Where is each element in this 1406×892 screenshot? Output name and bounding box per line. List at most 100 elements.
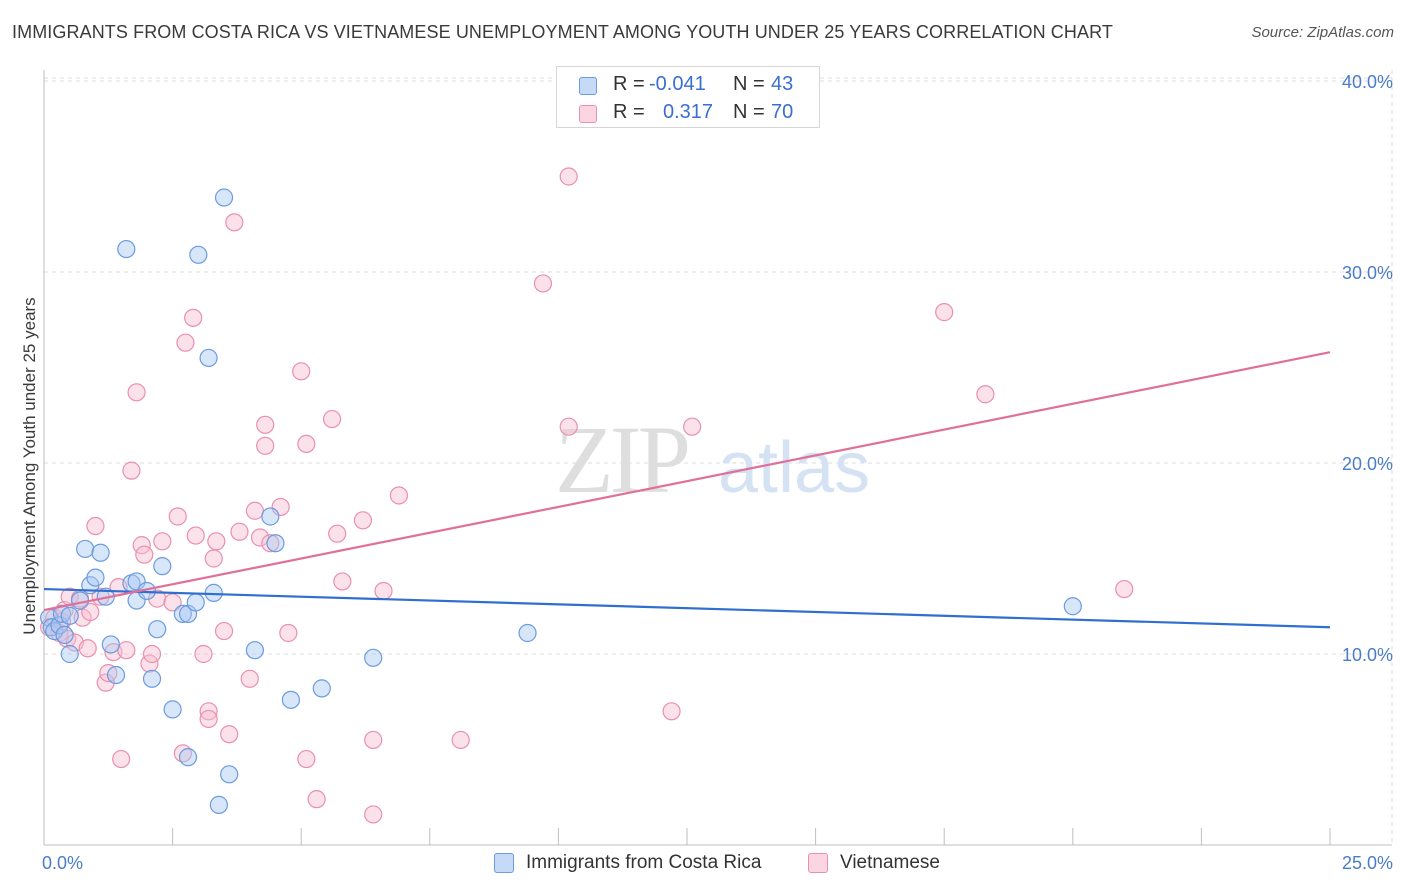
data-point xyxy=(292,362,311,381)
series-vietnamese-points xyxy=(40,167,1134,824)
data-point xyxy=(559,167,578,186)
legend-n-value: 70 xyxy=(771,101,794,123)
data-point xyxy=(60,606,79,625)
data-point xyxy=(173,604,192,623)
data-point xyxy=(266,534,285,553)
data-point xyxy=(245,501,265,520)
legend-swatch-pink xyxy=(579,105,597,123)
legend-r-label: R = xyxy=(613,73,645,95)
data-point xyxy=(55,625,74,645)
data-point xyxy=(364,648,383,667)
data-point xyxy=(1115,579,1134,599)
bottom-legend-label: Vietnamese xyxy=(840,852,940,873)
data-point xyxy=(148,620,167,639)
y-tick-label: 30.0% xyxy=(1342,263,1393,283)
data-point xyxy=(297,749,316,769)
data-point xyxy=(81,602,100,622)
legend-n-label: N = xyxy=(733,101,765,123)
legend-r-value: -0.041 xyxy=(649,73,706,95)
data-point xyxy=(312,679,331,698)
data-point xyxy=(101,635,120,654)
data-point xyxy=(307,790,326,809)
data-point xyxy=(45,621,64,641)
series-costa-rica-points xyxy=(40,188,1082,814)
watermark-atlas: atlas xyxy=(718,428,870,508)
legend-r-value: 0.317 xyxy=(663,101,714,123)
data-point xyxy=(256,415,275,434)
data-point xyxy=(935,303,954,322)
data-point xyxy=(333,572,352,591)
x-tick-label: 25.0% xyxy=(1342,853,1393,873)
data-point xyxy=(374,581,393,601)
data-point xyxy=(153,532,172,551)
data-point xyxy=(328,524,347,543)
data-point xyxy=(279,623,298,643)
data-point xyxy=(117,641,136,660)
data-point xyxy=(176,333,195,352)
data-point xyxy=(199,702,218,721)
trend-line-vietnamese xyxy=(43,351,1331,612)
data-point xyxy=(261,534,280,553)
data-point xyxy=(163,700,182,719)
data-point xyxy=(662,702,681,721)
data-point xyxy=(209,795,228,814)
y-tick-label: 10.0% xyxy=(1342,645,1393,665)
data-point xyxy=(1063,597,1082,616)
data-point xyxy=(533,274,553,293)
data-point xyxy=(91,543,110,562)
data-point xyxy=(86,568,105,587)
data-point xyxy=(106,665,126,685)
data-point xyxy=(281,690,301,709)
data-point xyxy=(322,409,342,429)
data-point xyxy=(353,511,373,530)
source-credit: Source: ZipAtlas.com xyxy=(1251,24,1394,41)
data-point xyxy=(389,486,409,505)
data-point xyxy=(178,748,198,767)
data-point xyxy=(168,507,187,526)
watermark-zip: ZIP xyxy=(555,406,688,513)
data-point xyxy=(142,669,162,688)
data-point xyxy=(364,730,383,750)
trend-line-costa-rica xyxy=(43,587,1331,629)
data-point xyxy=(559,417,578,436)
data-point xyxy=(245,641,265,660)
bottom-legend-swatch-pink xyxy=(808,853,828,873)
data-point xyxy=(518,623,537,643)
data-point xyxy=(117,239,136,259)
correlation-legend: R = -0.041 N = 43 R = 0.317 N = 70 xyxy=(556,66,820,128)
data-point xyxy=(135,545,154,564)
legend-n-value: 43 xyxy=(771,73,794,95)
data-point xyxy=(186,593,205,612)
data-point xyxy=(220,765,239,784)
data-point xyxy=(683,417,702,436)
data-point xyxy=(153,557,172,576)
data-point xyxy=(451,730,470,750)
x-tick-label: 0.0% xyxy=(42,853,83,873)
legend-n-label: N = xyxy=(733,73,765,95)
data-point xyxy=(127,383,146,402)
data-point xyxy=(225,213,244,232)
grid-lines xyxy=(44,70,1393,845)
data-point xyxy=(186,526,205,545)
data-point xyxy=(199,348,218,368)
bottom-legend-label: Immigrants from Costa Rica xyxy=(526,852,762,873)
y-tick-label: 20.0% xyxy=(1342,454,1393,474)
data-point xyxy=(189,245,208,264)
axes xyxy=(43,70,1392,846)
data-point xyxy=(70,591,90,610)
data-point xyxy=(364,805,383,824)
legend-r-label: R = xyxy=(613,101,645,123)
data-point xyxy=(142,644,162,664)
data-point xyxy=(86,516,105,536)
data-point xyxy=(194,644,213,664)
watermark: ZIP atlas xyxy=(555,406,870,513)
data-point xyxy=(76,539,95,559)
chart-title: IMMIGRANTS FROM COSTA RICA VS VIETNAMESE… xyxy=(12,22,1113,42)
y-tick-label: 40.0% xyxy=(1342,72,1393,92)
data-point xyxy=(60,644,79,664)
legend-swatch-blue xyxy=(579,77,597,95)
data-point xyxy=(256,436,275,455)
data-point xyxy=(261,507,280,526)
data-point xyxy=(220,725,239,744)
